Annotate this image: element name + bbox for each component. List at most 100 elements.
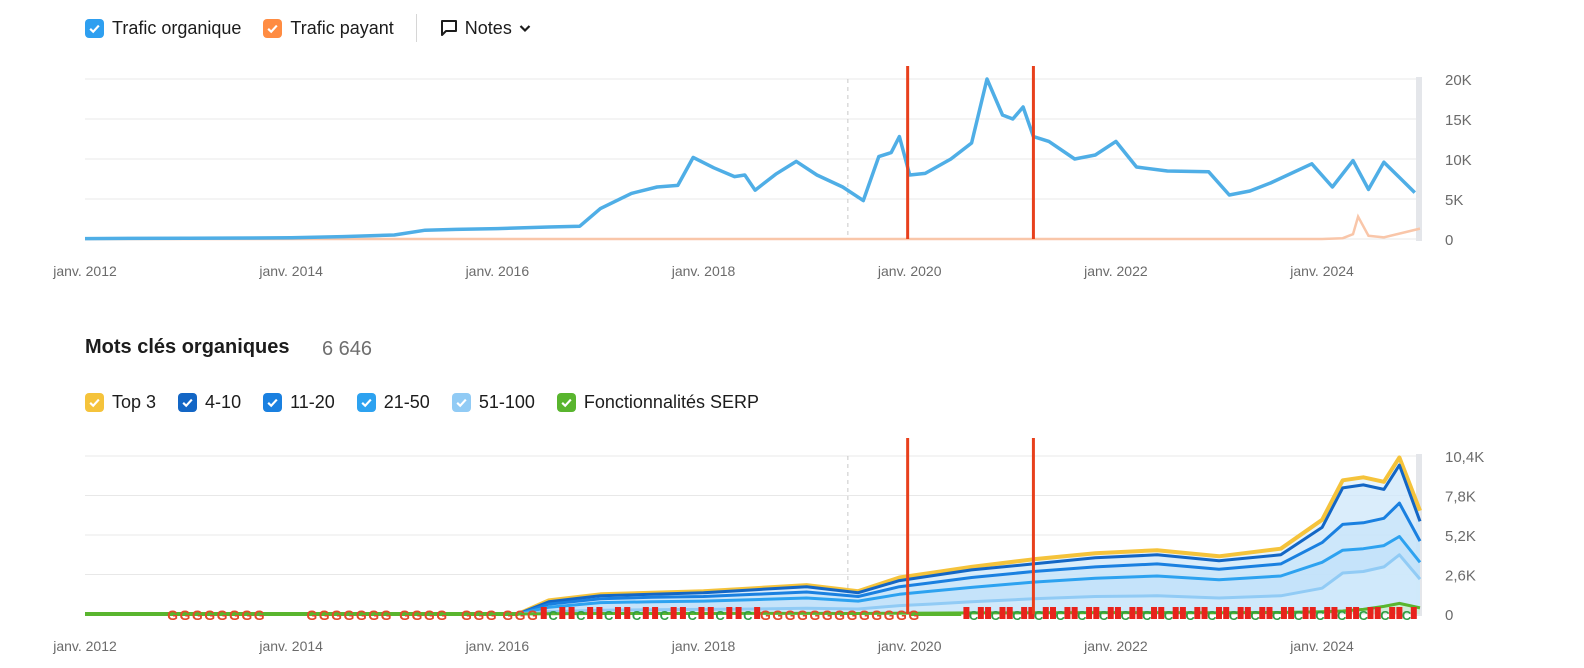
google-update-icon: G [167,607,178,623]
google-update-icon: G [760,607,771,623]
google-update-icon: G [834,607,845,623]
google-update-icon: C [687,608,697,623]
checkbox-checked-icon[interactable] [263,393,283,412]
google-update-icon: C [1359,608,1369,623]
legend-51-100[interactable]: 51-100 [451,392,535,413]
event-flag-icon [614,607,621,619]
google-update-icon: G [424,607,435,623]
event-flag-icon [1158,607,1165,619]
y-tick-label: 2,6K [1445,568,1476,585]
x-tick-label: janv. 2014 [258,263,323,279]
google-update-icon: G [884,607,895,623]
event-flag-icon [670,607,677,619]
google-update-icon: C [1056,608,1066,623]
event-flag-icon [559,607,566,619]
x-tick-label: janv. 2024 [1289,638,1354,654]
google-update-icon: G [254,607,265,623]
google-update-icon: G [217,607,228,623]
checkbox-checked-icon[interactable] [85,393,104,412]
event-flag-icon [1071,607,1078,619]
event-flag-icon [587,607,594,619]
google-update-icon: C [660,608,670,623]
google-update-icon: G [822,607,833,623]
event-flag-icon [1201,607,1208,619]
event-flag-icon [1367,607,1374,619]
series-51-100-line [85,553,1422,616]
google-update-icon: C [715,608,725,623]
event-flag-icon [1136,607,1143,619]
event-flag-icon [1028,607,1035,619]
event-flag-icon [1374,607,1381,619]
legend-11-20[interactable]: 11-20 [263,392,335,413]
google-update-icon: G [356,607,367,623]
series-51-100-area [85,554,1420,614]
event-flag-icon [1194,607,1201,619]
y-tick-label: 15K [1445,112,1472,129]
google-update-icon: C [548,608,558,623]
google-update-icon: G [343,607,354,623]
keywords-chart[interactable]: 10,4K 7,8K 5,2K 2,6K 0 janv. 2012 janv. 2014 ja… [0,430,1584,662]
event-flag-icon [1064,607,1071,619]
google-update-icon: C [1294,608,1304,623]
google-update-icon: G [331,607,342,623]
event-flag-icon [596,607,603,619]
event-flag-icon [735,607,742,619]
google-update-icon: C [1185,608,1195,623]
checkbox-checked-icon[interactable] [263,18,283,38]
legend-serp-label: Fonctionnalités SERP [583,392,759,412]
checkbox-checked-icon[interactable] [556,393,576,412]
event-flag-icon [698,607,705,619]
x-tick-label: janv. 2020 [877,263,942,279]
legend-51-100-label: 51-100 [478,392,535,412]
legend-organic-traffic[interactable]: Trafic organique [85,18,241,39]
legend-top3[interactable]: Top 3 [85,392,156,413]
keywords-legend: Top 3 4-10 11-20 21-50 51-100 Fonctionna… [85,392,781,413]
google-update-icon: G [204,607,215,623]
x-tick-label: janv. 2018 [671,263,736,279]
keywords-title: Mots clés organiques [85,336,290,358]
checkbox-checked-icon[interactable] [451,393,471,412]
y-tick-label: 10K [1445,152,1472,169]
event-flag-icon [1179,607,1186,619]
google-update-icon: G [192,607,203,623]
checkbox-checked-icon[interactable] [178,393,198,412]
legend-paid-label: Trafic payant [290,17,394,38]
event-flag-icon [568,607,575,619]
legend-organic-label: Trafic organique [112,17,242,38]
google-update-icon: C [1272,608,1282,623]
event-flag-icon [1244,607,1251,619]
checkbox-checked-icon[interactable] [85,18,104,38]
google-update-icon: G [241,607,252,623]
event-flag-icon [1050,607,1057,619]
event-flag-icon [1021,607,1028,619]
google-update-icon: C [1229,608,1239,623]
legend-4-10[interactable]: 4-10 [178,392,241,413]
event-flag-icon [1215,607,1222,619]
google-update-icon: C [604,608,614,623]
x-tick-label: janv. 2022 [1083,638,1148,654]
x-tick-label: janv. 2024 [1289,263,1354,279]
event-flag-icon [1396,607,1403,619]
comment-icon [440,20,457,36]
event-flag-icon [1389,607,1396,619]
checkbox-checked-icon[interactable] [356,393,376,412]
google-update-icon: G [515,607,526,623]
series-4-10-line [85,463,1422,616]
legend-divider [415,14,417,42]
traffic-chart[interactable]: 20K 15K 10K 5K 0 janv. 2012 janv. 2014 janv. 20… [0,55,1584,285]
event-flag-icon [540,607,547,619]
event-flag-icon [624,607,631,619]
legend-paid-traffic[interactable]: Trafic payant [263,17,394,39]
event-flag-icon [679,607,686,619]
y-tick-label: 0 [1445,232,1453,249]
event-flag-icon [1345,607,1352,619]
event-flag-icon [1266,607,1273,619]
legend-serp-features[interactable]: Fonctionnalités SERP [556,392,759,413]
google-update-icon: G [486,607,497,623]
event-flag-icon [999,607,1006,619]
google-update-icon: C [1315,608,1325,623]
google-update-icon: C [1142,608,1152,623]
notes-dropdown[interactable]: Notes [439,18,532,39]
google-update-icon: C [1402,608,1412,623]
legend-21-50[interactable]: 21-50 [356,392,430,413]
